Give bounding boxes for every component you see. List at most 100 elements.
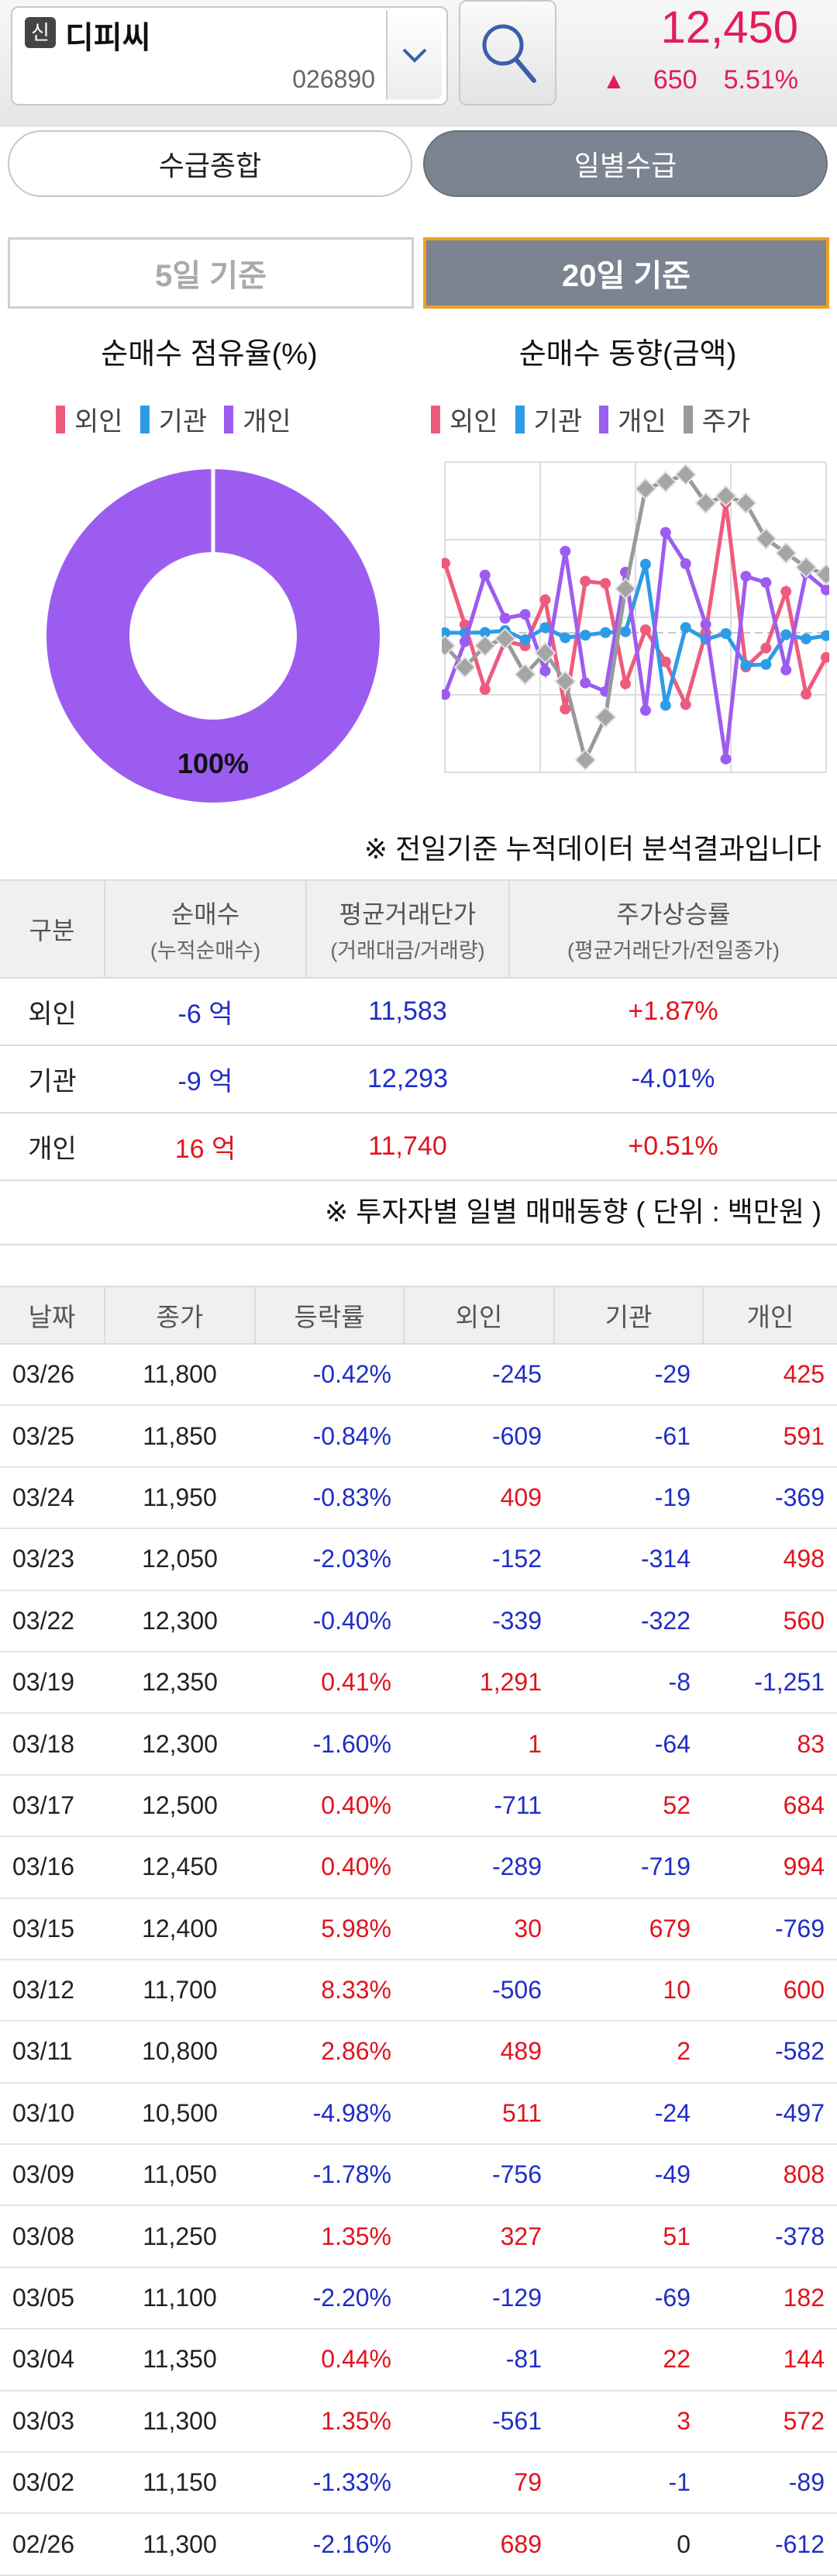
cell-change: -1.60%: [255, 1713, 404, 1776]
cell-close: 11,050: [105, 2144, 255, 2207]
price-point: [815, 563, 829, 585]
table-row: 03/10 10,500 -4.98% 511 -24 -497: [0, 2082, 837, 2146]
cell-date: 03/12: [0, 1959, 105, 2022]
credit-badge: 신: [25, 17, 56, 48]
summary-net-value: -6 억: [105, 978, 306, 1046]
cell-change: -0.42%: [255, 1344, 404, 1407]
price-point: [554, 670, 577, 692]
series-point: [442, 558, 450, 569]
cell-change: 0.41%: [255, 1651, 404, 1714]
cell-date: 03/15: [0, 1897, 105, 1960]
series-point: [801, 689, 812, 700]
line-chart-legend: 외인 기관 개인 주가: [431, 400, 750, 438]
daily-header-row: 날짜 종가 등락률 외인 기관 개인: [0, 1286, 837, 1345]
table-row: 03/11 10,800 2.86% 489 2 -582: [0, 2021, 837, 2084]
table-row: 03/04 11,350 0.44% -81 22 144: [0, 2329, 837, 2391]
price-point: [775, 542, 797, 565]
cell-foreign: -711: [404, 1774, 554, 1838]
cell-institution: -322: [554, 1590, 703, 1652]
cell-close: 12,300: [105, 1713, 255, 1776]
series-point: [740, 571, 752, 582]
price-point: [715, 485, 737, 507]
tab-daily[interactable]: 일별수급: [423, 130, 828, 197]
cell-institution: -49: [554, 2144, 703, 2207]
stock-selector[interactable]: 신 디피씨 026890: [11, 6, 448, 105]
col-header-type: 구분: [0, 879, 105, 979]
cell-individual: -612: [703, 2513, 837, 2576]
cell-date: 03/22: [0, 1590, 105, 1652]
series-point: [700, 619, 711, 630]
cell-individual: -1,251: [703, 1651, 837, 1714]
cell-individual: -497: [703, 2082, 837, 2146]
col-header-date: 날짜: [0, 1286, 105, 1345]
summary-net-value: -9 억: [105, 1045, 306, 1114]
summary-investor-label: 개인: [0, 1113, 105, 1181]
cell-foreign: -81: [404, 2329, 554, 2391]
cell-date: 02/26: [0, 2513, 105, 2576]
cell-date: 03/25: [0, 1405, 105, 1468]
cell-foreign: 489: [404, 2021, 554, 2084]
table-row: 03/25 11,850 -0.84% -609 -61 591: [0, 1405, 837, 1468]
cell-change: -1.78%: [255, 2144, 404, 2207]
cell-change: 5.98%: [255, 1897, 404, 1960]
cell-change: -0.40%: [255, 1590, 404, 1652]
cell-date: 03/09: [0, 2144, 105, 2207]
table-row: 03/18 12,300 -1.60% 1 -64 83: [0, 1713, 837, 1776]
cell-date: 03/11: [0, 2021, 105, 2084]
price-point: [794, 556, 818, 578]
table-row: 03/16 12,450 0.40% -289 -719 994: [0, 1836, 837, 1899]
cell-individual: 572: [703, 2390, 837, 2453]
series-point: [780, 665, 792, 676]
cell-close: 12,300: [105, 1590, 255, 1652]
series-point: [660, 656, 671, 668]
cell-foreign: -152: [404, 1528, 554, 1591]
series-point: [560, 545, 571, 557]
cell-date: 03/16: [0, 1836, 105, 1899]
table-row: 03/23 12,050 -2.03% -152 -314 498: [0, 1528, 837, 1591]
series-point: [740, 659, 752, 671]
cell-date: 03/19: [0, 1651, 105, 1714]
cell-institution: -19: [554, 1466, 703, 1530]
cell-individual: 591: [703, 1405, 837, 1468]
summary-row: 기관 -9 억 12,293 -4.01%: [0, 1045, 837, 1114]
donut-label: 100%: [177, 748, 249, 779]
price-point: [614, 578, 637, 600]
summary-rate: -4.01%: [509, 1045, 837, 1114]
cell-date: 03/26: [0, 1344, 105, 1407]
price-point: [694, 492, 717, 514]
net-buy-line-chart: [442, 461, 829, 773]
stock-dropdown-button[interactable]: [386, 11, 442, 99]
view-tabs: 수급종합 일별수급: [8, 130, 832, 202]
series-point: [600, 627, 611, 638]
cell-foreign: 689: [404, 2513, 554, 2576]
summary-net-value: 16 억: [105, 1113, 306, 1181]
series-point: [560, 632, 571, 644]
cell-close: 11,700: [105, 1959, 255, 2022]
series-point: [680, 558, 691, 569]
series-point: [519, 634, 531, 645]
cell-close: 11,850: [105, 1405, 255, 1468]
series-point: [821, 630, 829, 641]
cell-institution: -8: [554, 1651, 703, 1714]
cell-institution: 2: [554, 2021, 703, 2084]
cell-change: 1.35%: [255, 2390, 404, 2453]
col-header-rate: 주가상승률 (평균거래단가/전일종가): [509, 879, 837, 979]
summary-row: 개인 16 억 11,740 +0.51%: [0, 1113, 837, 1181]
cell-change: -0.83%: [255, 1466, 404, 1530]
cell-foreign: -609: [404, 1405, 554, 1468]
cell-individual: 684: [703, 1774, 837, 1838]
cell-institution: 10: [554, 1959, 703, 2022]
cell-date: 03/04: [0, 2329, 105, 2391]
cell-foreign: 409: [404, 1466, 554, 1530]
summary-avg-price: 11,740: [306, 1113, 509, 1181]
share-donut-chart: 100%: [46, 469, 380, 803]
period-5day-button[interactable]: 5일 기준: [8, 237, 414, 309]
cell-institution: -24: [554, 2082, 703, 2146]
cell-individual: 425: [703, 1344, 837, 1407]
period-20day-button[interactable]: 20일 기준: [423, 237, 829, 309]
cell-change: -2.03%: [255, 1528, 404, 1591]
cell-date: 03/05: [0, 2267, 105, 2330]
tab-summary[interactable]: 수급종합: [8, 130, 412, 197]
search-button[interactable]: [459, 0, 556, 105]
cell-close: 12,400: [105, 1897, 255, 1960]
